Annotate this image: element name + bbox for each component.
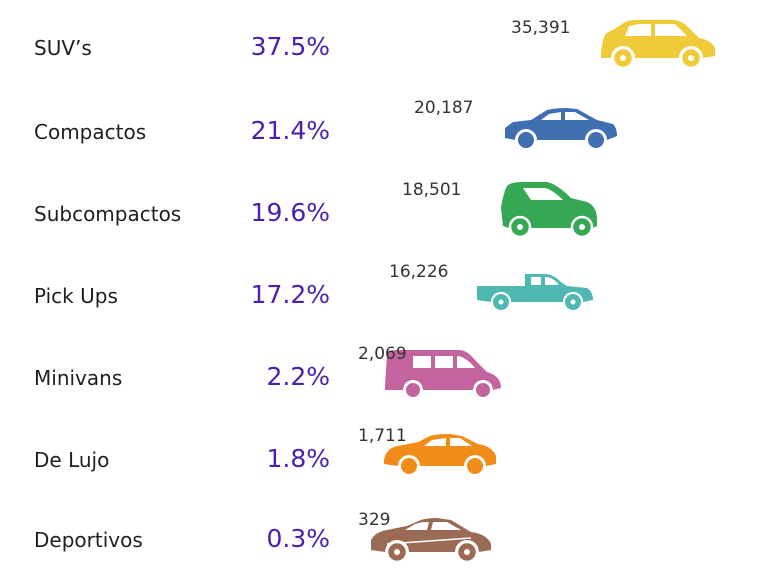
chart-row-subcompactos: Subcompactos 19.6% 18,501 — [0, 172, 768, 254]
suv-icon — [595, 18, 719, 70]
percentage-value: 2.2% — [266, 362, 330, 391]
sports-car-icon — [367, 516, 495, 564]
count-value: 35,391 — [511, 18, 571, 38]
category-label: Deportivos — [34, 528, 143, 552]
percentage-value: 21.4% — [250, 116, 330, 145]
count-value: 18,501 — [402, 180, 462, 200]
percentage-value: 19.6% — [250, 198, 330, 227]
chart-row-minivans: Minivans 2.2% 2,069 — [0, 336, 768, 418]
minivan-icon — [383, 348, 505, 400]
percentage-value: 1.8% — [266, 444, 330, 473]
chart-row-de-lujo: De Lujo 1.8% 1,711 — [0, 418, 768, 500]
percentage-value: 17.2% — [250, 280, 330, 309]
luxury-car-icon — [382, 434, 500, 478]
category-label: Subcompactos — [34, 202, 182, 226]
count-value: 16,226 — [389, 262, 449, 282]
percentage-value: 0.3% — [266, 524, 330, 553]
count-value: 20,187 — [414, 98, 474, 118]
percentage-value: 37.5% — [250, 32, 330, 61]
chart-row-compactos: Compactos 21.4% 20,187 — [0, 90, 768, 172]
category-label: Compactos — [34, 120, 147, 144]
category-label: SUV’s — [34, 36, 92, 60]
count-value: 2,069 — [358, 344, 407, 364]
chart-row-pickups: Pick Ups 17.2% 16,226 — [0, 254, 768, 336]
chart-row-deportivos: Deportivos 0.3% 329 — [0, 498, 768, 580]
category-label: Pick Ups — [34, 284, 118, 308]
category-label: Minivans — [34, 366, 123, 390]
category-label: De Lujo — [34, 448, 110, 472]
count-value: 329 — [358, 510, 391, 530]
sedan-icon — [503, 106, 619, 150]
count-value: 1,711 — [358, 426, 407, 446]
pickup-icon — [475, 272, 597, 314]
subcompact-icon — [497, 180, 603, 240]
chart-row-suv: SUV’s 37.5% 35,391 — [0, 8, 768, 90]
